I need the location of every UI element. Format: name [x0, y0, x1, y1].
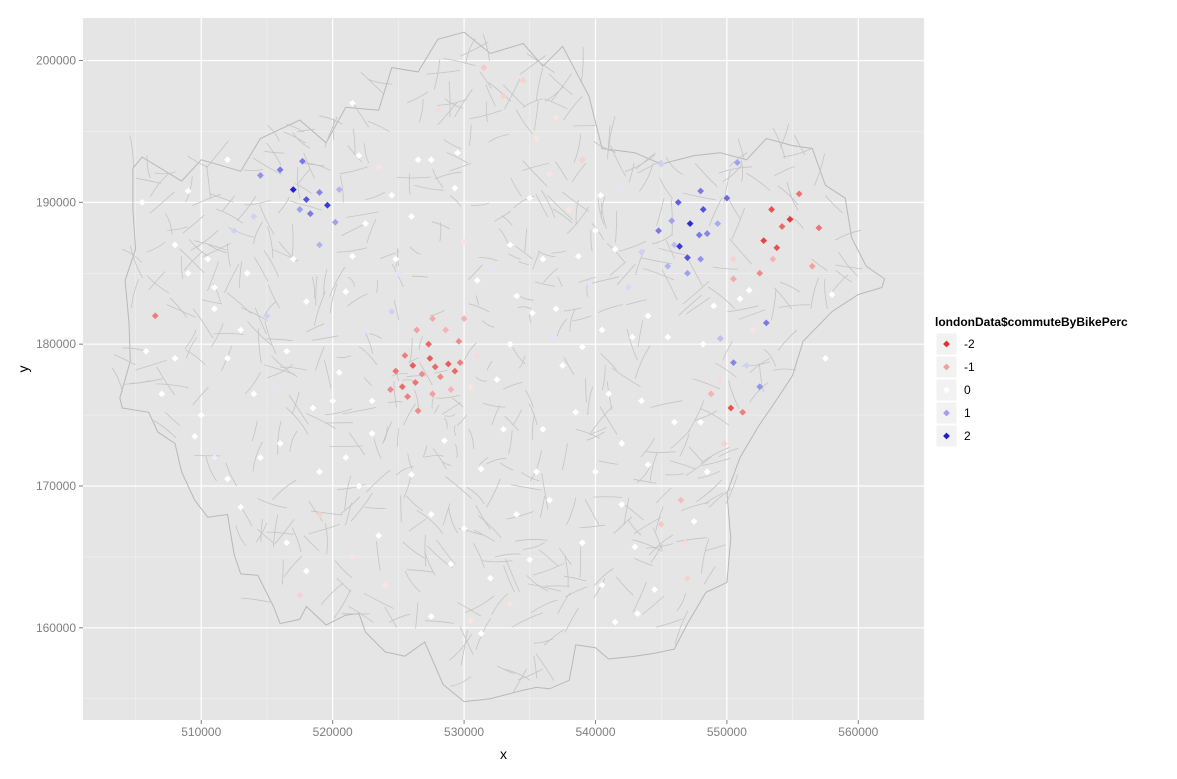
legend: londonData$commuteByBikePerc -2 -1 0 1 2: [935, 315, 1128, 447]
y-axis-label: y: [15, 366, 31, 373]
x-axis-label: x: [500, 746, 507, 762]
x-tick-label: 530000: [444, 725, 484, 739]
legend-label: 2: [964, 429, 971, 443]
y-tick-label: 160000: [36, 621, 76, 635]
ward-boundary: [573, 126, 596, 127]
x-axis: 510000 520000 530000 540000 550000 560000: [181, 720, 878, 739]
legend-label: 0: [964, 383, 971, 397]
y-tick-label: 180000: [36, 337, 76, 351]
x-tick-label: 510000: [181, 725, 221, 739]
legend-title: londonData$commuteByBikePerc: [935, 315, 1128, 329]
x-tick-label: 540000: [575, 725, 615, 739]
x-tick-label: 550000: [707, 725, 747, 739]
x-tick-label: 560000: [838, 725, 878, 739]
y-tick-label: 190000: [36, 195, 76, 209]
plot-panel: [83, 18, 924, 720]
legend-label: -2: [964, 337, 975, 351]
legend-label: -1: [964, 360, 975, 374]
legend-label: 1: [964, 406, 971, 420]
x-tick-label: 520000: [313, 725, 353, 739]
y-axis: 160000 170000 180000 190000 200000: [36, 54, 83, 635]
y-tick-label: 170000: [36, 479, 76, 493]
legend-entries: -2 -1 0 1 2: [936, 333, 975, 447]
y-tick-label: 200000: [36, 54, 76, 68]
